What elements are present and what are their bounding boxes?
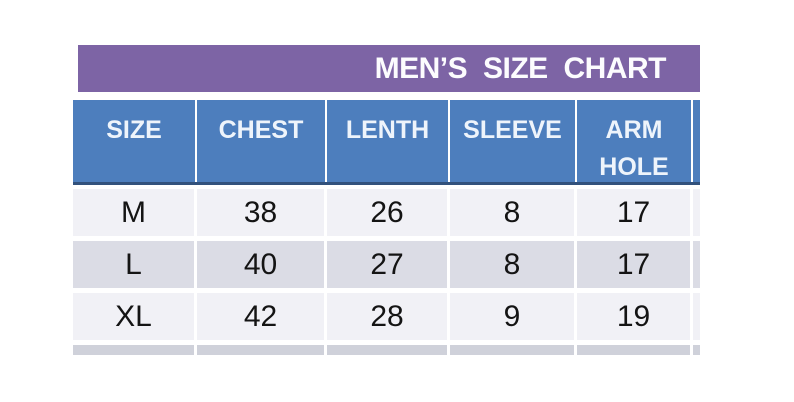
cell-spacer: [693, 345, 700, 355]
cell-lenth: 28: [327, 293, 450, 340]
title-bar: MEN’S SIZE CHART: [78, 45, 700, 92]
header-cell-arm-hole: ARM HOLE: [577, 100, 693, 182]
cell-spacer: [693, 241, 700, 288]
table-row-cutoff: [73, 345, 700, 355]
cell-chest: 42: [197, 293, 327, 340]
header-cell-sleeve: SLEEVE: [450, 100, 577, 182]
header-cell-size: SIZE: [73, 100, 197, 182]
cell-arm-hole: 19: [577, 293, 693, 340]
cell-chest: 40: [197, 241, 327, 288]
cell-size: [73, 345, 197, 355]
cell-size: M: [73, 189, 197, 236]
cell-sleeve: 8: [450, 241, 577, 288]
header-cell-lenth: LENTH: [327, 100, 450, 182]
table-header-row: SIZE CHEST LENTH SLEEVE ARM HOLE: [73, 100, 700, 185]
table-row: XL 42 28 9 19: [73, 293, 700, 340]
table-row: M 38 26 8 17: [73, 189, 700, 236]
cell-lenth: [327, 345, 450, 355]
size-chart-table: SIZE CHEST LENTH SLEEVE ARM HOLE M 38 26…: [73, 100, 700, 355]
cell-sleeve: [450, 345, 577, 355]
cell-spacer: [693, 189, 700, 236]
page-title: MEN’S SIZE CHART: [374, 51, 667, 85]
cell-arm-hole: 17: [577, 189, 693, 236]
cell-lenth: 26: [327, 189, 450, 236]
table-row: L 40 27 8 17: [73, 241, 700, 288]
cell-size: XL: [73, 293, 197, 340]
cell-spacer: [693, 293, 700, 340]
cell-arm-hole: 17: [577, 241, 693, 288]
cell-arm-hole: [577, 345, 693, 355]
cell-sleeve: 8: [450, 189, 577, 236]
header-cell-spacer: [693, 100, 700, 182]
cell-chest: 38: [197, 189, 327, 236]
cell-sleeve: 9: [450, 293, 577, 340]
cell-lenth: 27: [327, 241, 450, 288]
cell-size: L: [73, 241, 197, 288]
header-cell-chest: CHEST: [197, 100, 327, 182]
cell-chest: [197, 345, 327, 355]
